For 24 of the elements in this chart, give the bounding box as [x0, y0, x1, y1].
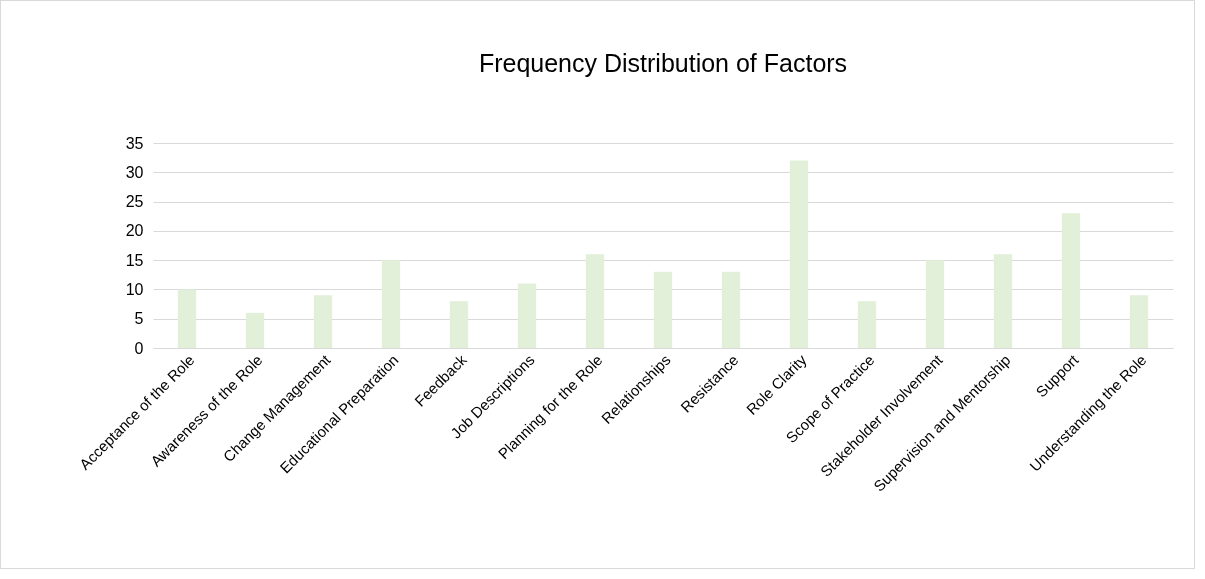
bar [789, 160, 809, 348]
bar [313, 295, 333, 348]
bar [177, 289, 197, 348]
bar [517, 283, 537, 348]
y-tick-label: 35 [125, 134, 144, 152]
bar [1061, 213, 1081, 348]
bar [653, 271, 673, 348]
y-tick-label: 0 [134, 339, 144, 357]
bar [381, 260, 401, 348]
y-tick-label: 30 [125, 163, 144, 181]
bar [245, 312, 265, 348]
y-tick-label: 5 [134, 310, 144, 328]
chart-title: Frequency Distribution of Factors [478, 49, 848, 77]
bar [449, 301, 469, 348]
bar [857, 301, 877, 348]
y-tick-label: 20 [125, 222, 144, 240]
bar [721, 271, 741, 348]
y-tick-label: 25 [125, 193, 144, 211]
y-tick-label: 10 [125, 280, 144, 298]
bar [1129, 295, 1149, 348]
bar [585, 254, 605, 348]
bar [925, 260, 945, 348]
y-tick-label: 15 [125, 251, 144, 269]
bar [993, 254, 1013, 348]
